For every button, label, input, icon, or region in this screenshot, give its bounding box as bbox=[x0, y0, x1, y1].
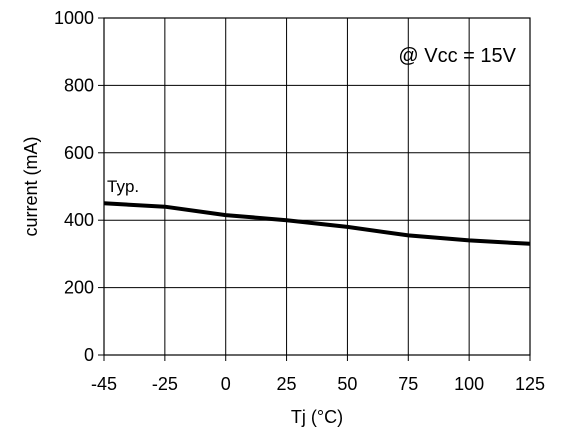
condition-annotation: @ Vcc = 15V bbox=[398, 45, 516, 67]
series-layer bbox=[103, 201, 531, 246]
y-tick-label: 600 bbox=[64, 143, 94, 163]
x-tick-label: -25 bbox=[152, 374, 178, 394]
x-tick-label: 25 bbox=[277, 374, 297, 394]
grid bbox=[103, 17, 531, 356]
x-tick-label: 125 bbox=[515, 374, 545, 394]
x-tick-label: -45 bbox=[91, 374, 117, 394]
y-axis-title: current (mA) bbox=[21, 136, 41, 236]
x-tick-label: 0 bbox=[221, 374, 231, 394]
series-line-typ bbox=[103, 201, 531, 246]
x-axis-title: Tj (°C) bbox=[291, 407, 343, 427]
plot-border bbox=[103, 17, 531, 356]
plot-frame bbox=[103, 17, 531, 356]
x-tick-label: 75 bbox=[398, 374, 418, 394]
y-tick-label: 400 bbox=[64, 210, 94, 230]
y-tick-label: 1000 bbox=[54, 8, 94, 28]
y-tick-label: 200 bbox=[64, 278, 94, 298]
x-tick-labels: -45 -25 0 25 50 75 100 125 bbox=[91, 355, 545, 394]
series-label-typ: Typ. bbox=[107, 177, 139, 196]
y-tick-label: 800 bbox=[64, 75, 94, 95]
x-tick-label: 50 bbox=[337, 374, 357, 394]
y-tick-labels: 0 200 400 600 800 1000 bbox=[54, 8, 104, 365]
y-tick-label: 0 bbox=[84, 345, 94, 365]
x-tick-label: 100 bbox=[454, 374, 484, 394]
